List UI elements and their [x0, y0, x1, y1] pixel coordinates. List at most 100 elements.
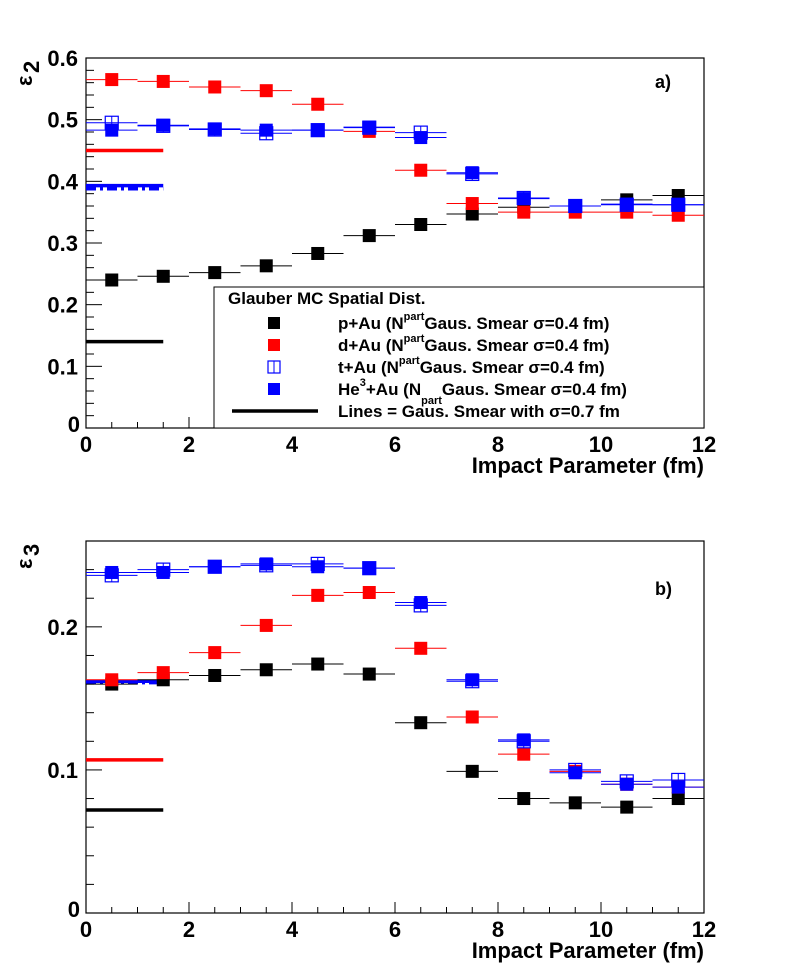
y-tick-label: 0.1 [47, 354, 78, 379]
y-axis-symbol: ε [12, 75, 37, 86]
data-point [465, 764, 479, 778]
y-tick-label: 0.2 [47, 293, 78, 318]
data-point [208, 122, 222, 136]
legend-text: Gaus. Smear σ=0.4 fm) [442, 380, 627, 399]
y-tick-label: 0.2 [47, 615, 78, 640]
data-point [671, 208, 685, 222]
data-point [517, 747, 531, 761]
data-point [517, 205, 531, 219]
markers-group [86, 556, 704, 814]
data-point [208, 266, 222, 280]
legend-subscript: part [421, 395, 442, 407]
data-point [465, 207, 479, 221]
data-point [414, 716, 428, 730]
markers-group [86, 73, 704, 287]
legend-entry-label: He3+Au (NpartGaus. Smear σ=0.4 fm) [338, 377, 627, 407]
data-point [465, 197, 479, 211]
x-tick-label: 10 [589, 432, 613, 457]
data-point [517, 733, 531, 747]
data-point [465, 166, 479, 180]
legend-text: Gaus. Smear σ=0.4 fm) [424, 314, 609, 333]
x-axis-title: Impact Parameter (fm) [472, 938, 704, 963]
legend-superscript: part [399, 355, 420, 367]
legend-marker [268, 317, 280, 329]
y-tick-label: 0.4 [47, 169, 78, 194]
data-point [311, 246, 325, 260]
data-point [465, 710, 479, 724]
y-axis-subscript: 3 [19, 544, 44, 556]
data-point [208, 646, 222, 660]
legend-box [213, 286, 705, 429]
data-point [568, 766, 582, 780]
legend-entry-label: p+Au (NpartGaus. Smear σ=0.4 fm) [338, 311, 609, 333]
y-tick-label: 0.5 [47, 108, 78, 133]
data-point [362, 667, 376, 681]
x-tick-label: 2 [183, 917, 195, 942]
x-tick-label: 12 [692, 432, 716, 457]
x-tick-label: 8 [492, 917, 504, 942]
data-point [311, 657, 325, 671]
x-tick-label: 0 [80, 917, 92, 942]
data-point [311, 123, 325, 137]
data-point [414, 218, 428, 231]
chart-panel-1: 0 2 4 6 8 10 12 0 0.1 0.2 0.3 0.4 0.5 0.6 Impact Param… [12, 46, 716, 478]
data-point [465, 673, 479, 687]
data-point [414, 131, 428, 145]
data-point [105, 565, 119, 579]
data-point [620, 800, 634, 814]
data-point [156, 118, 170, 132]
data-point [311, 97, 325, 111]
data-point [311, 588, 325, 602]
data-point [259, 84, 273, 98]
legend-marker [268, 339, 280, 351]
legend-title: Glauber MC Spatial Dist. [228, 289, 425, 308]
x-tick-label: 4 [286, 432, 299, 457]
y-tick-label: 0 [68, 897, 80, 922]
data-point [568, 796, 582, 810]
legend-text: d+Au (N [338, 336, 404, 355]
data-point [156, 269, 170, 283]
legend-text: p+Au (N [338, 314, 404, 333]
y-tick-label: 0.1 [47, 758, 78, 783]
legend-superscript: 3 [360, 377, 366, 389]
legend-entry-label: d+Au (NpartGaus. Smear σ=0.4 fm) [338, 333, 609, 355]
legend-marker [268, 383, 280, 395]
data-point [105, 123, 119, 137]
x-tick-label: 12 [692, 917, 716, 942]
y-axis-subscript: 2 [19, 61, 44, 73]
legend-text: Lines = Gaus. Smear with σ=0.7 fm [338, 402, 620, 421]
legend-text: Gaus. Smear σ=0.4 fm) [420, 358, 605, 377]
legend-superscript: part [404, 333, 425, 345]
data-point [208, 560, 222, 574]
data-point [414, 163, 428, 177]
y-axis-symbol: ε [12, 558, 37, 569]
data-point [414, 641, 428, 655]
x-tick-label: 6 [389, 917, 401, 942]
legend-text: +Au (N [366, 380, 421, 399]
data-point [259, 618, 273, 632]
data-point [105, 673, 119, 687]
data-point [311, 560, 325, 574]
data-point [259, 557, 273, 571]
panel-label: b) [655, 579, 672, 599]
data-point [208, 80, 222, 94]
plot-frame [85, 540, 705, 914]
panel-label: a) [655, 72, 671, 92]
legend-text: He [338, 380, 360, 399]
data-point [259, 259, 273, 273]
x-tick-label: 2 [183, 432, 195, 457]
legend-entry-label: Lines = Gaus. Smear with σ=0.7 fm [338, 402, 620, 421]
data-point [671, 780, 685, 794]
data-point [517, 792, 531, 806]
data-point [362, 229, 376, 243]
data-point [671, 198, 685, 212]
data-point [620, 777, 634, 791]
y-tick-label: 0.3 [47, 231, 78, 256]
y-axis-title: ε3 [12, 544, 44, 569]
y-tick-label: 0 [68, 412, 80, 437]
data-point [362, 586, 376, 600]
data-point [620, 197, 634, 211]
legend-entry-label: t+Au (NpartGaus. Smear σ=0.4 fm) [338, 355, 605, 377]
data-point [156, 74, 170, 88]
